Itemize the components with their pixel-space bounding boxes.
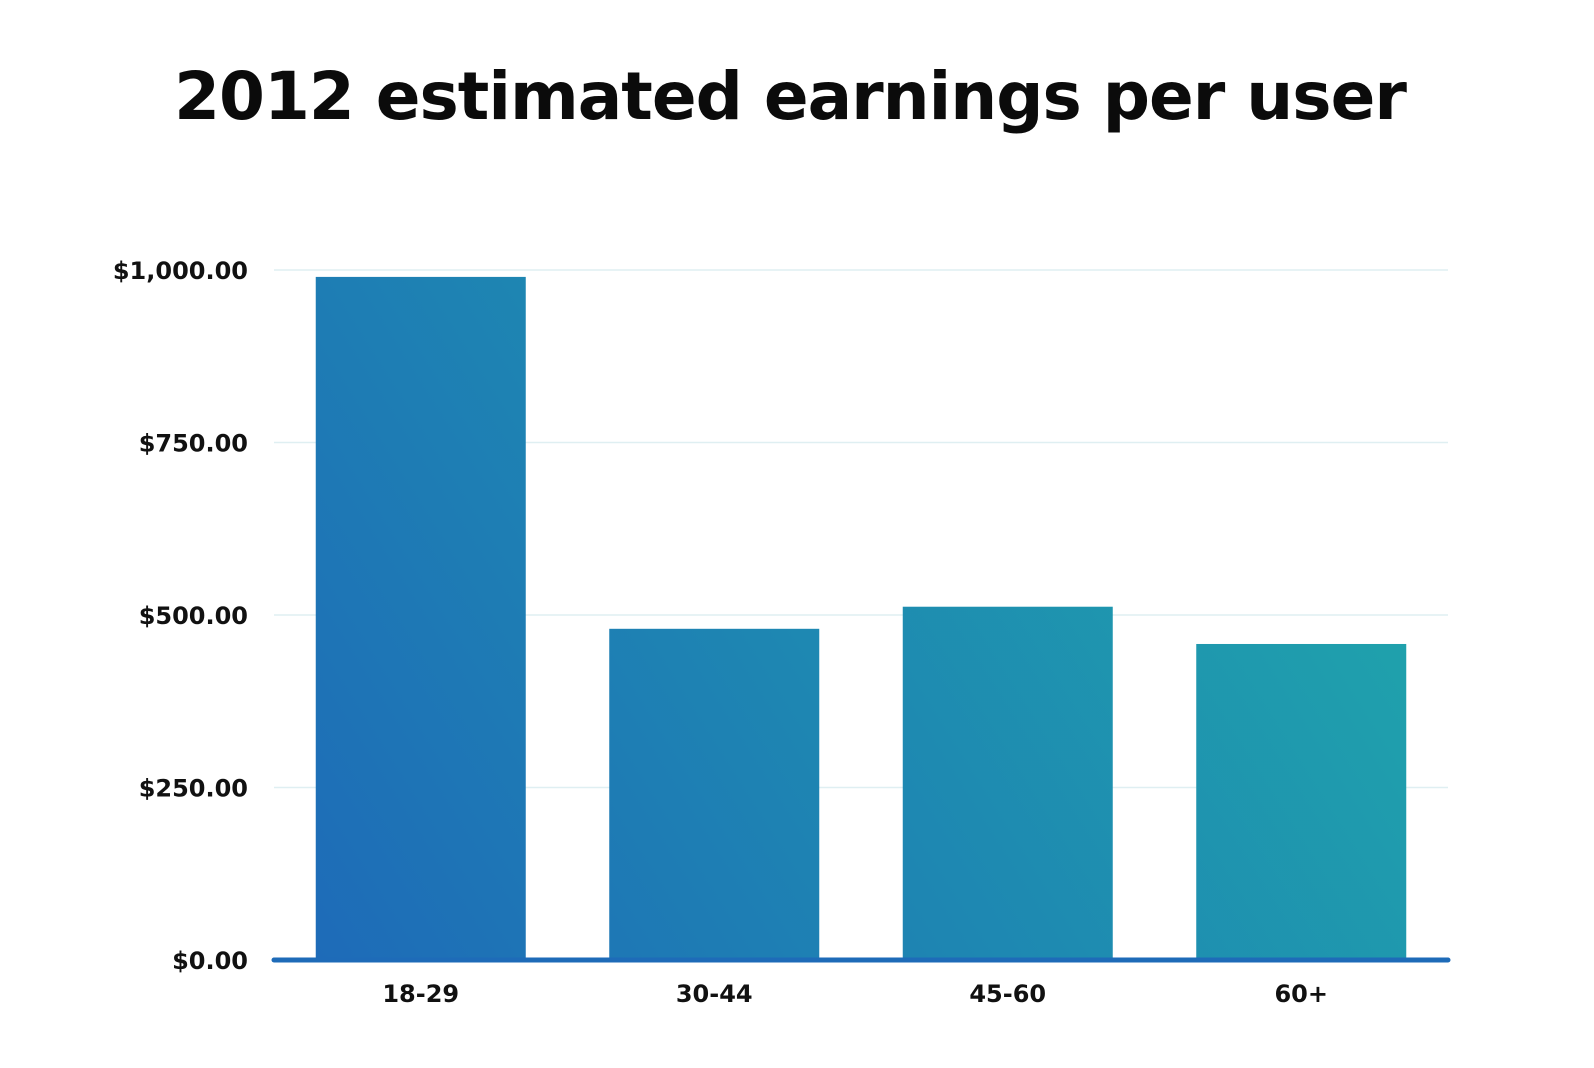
chart-title: 2012 estimated earnings per user [174,58,1407,135]
bar-60+ [1196,643,1407,960]
x-tick-label: 30-44 [676,980,753,1008]
bar-45-60 [902,606,1113,960]
bars [315,276,1407,960]
x-tick-label: 18-29 [382,980,459,1008]
y-tick-label: $0.00 [172,947,248,975]
y-tick-label: $500.00 [139,602,248,630]
y-tick-label: $750.00 [139,430,248,458]
x-tick-label: 60+ [1274,980,1328,1008]
x-axis-tick-labels: 18-29 30-44 45-60 60+ [382,980,1328,1008]
bar-18-29 [315,276,526,960]
y-tick-label: $250.00 [139,775,248,803]
x-tick-label: 45-60 [969,980,1046,1008]
y-axis-tick-labels: $0.00 $250.00 $500.00 $750.00 $1,000.00 [113,257,248,975]
y-tick-label: $1,000.00 [113,257,248,285]
bar-30-44 [609,628,820,960]
